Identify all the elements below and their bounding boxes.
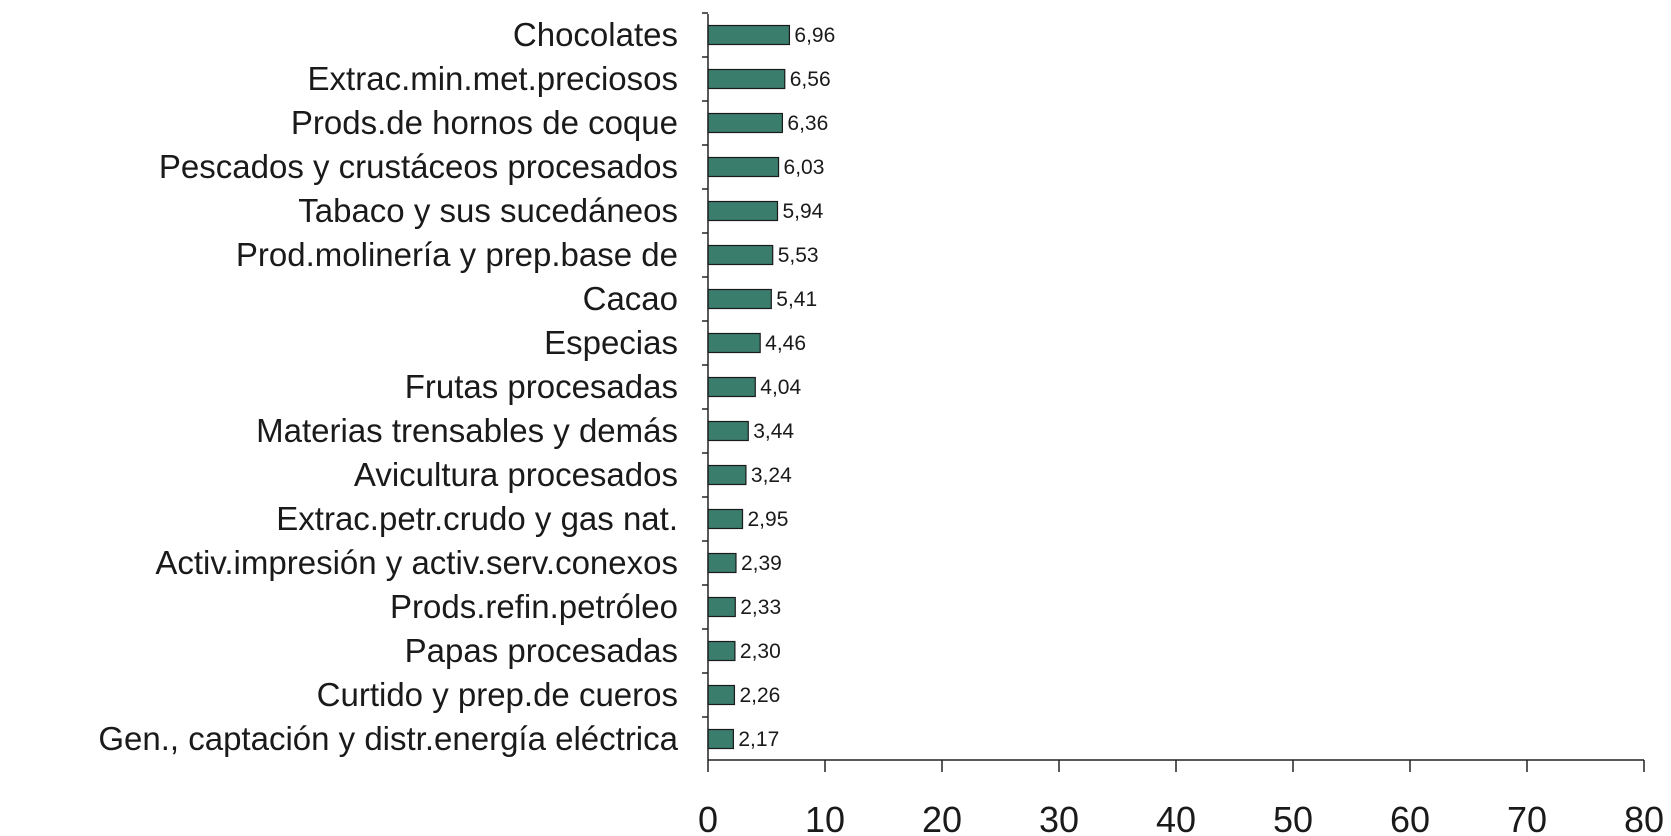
data-label: 4,04 bbox=[760, 376, 801, 399]
bar bbox=[707, 728, 734, 750]
category-label: Materias trensables y demás bbox=[256, 412, 678, 449]
bar bbox=[707, 552, 737, 574]
data-label: 3,24 bbox=[751, 464, 792, 487]
data-label: 5,94 bbox=[782, 200, 823, 223]
category-label: Extrac.petr.crudo y gas nat. bbox=[276, 500, 678, 537]
x-tick-label: 40 bbox=[1156, 799, 1196, 836]
category-label: Avicultura procesados bbox=[354, 456, 678, 493]
bar bbox=[707, 68, 786, 90]
bar bbox=[707, 24, 791, 46]
x-tick-label: 0 bbox=[698, 799, 718, 836]
category-label: Extrac.min.met.preciosos bbox=[308, 60, 678, 97]
category-label: Cacao bbox=[583, 280, 678, 317]
category-labels: Chocolates Extrac.min.met.preciosos Prods.… bbox=[98, 16, 678, 757]
axes: 0 10 20 30 40 50 60 70 80 bbox=[698, 12, 1664, 836]
category-label: Frutas procesadas bbox=[405, 368, 678, 405]
bar bbox=[707, 464, 747, 486]
data-label: 6,96 bbox=[794, 24, 835, 47]
bar bbox=[707, 508, 744, 530]
data-label: 2,33 bbox=[740, 596, 781, 619]
value-labels: 6,96 6,56 6,36 6,03 5,94 5,53 5,41 4,46 4,04 3,44… bbox=[738, 24, 835, 751]
bar bbox=[707, 596, 736, 618]
x-tick-label: 30 bbox=[1039, 799, 1079, 836]
data-label: 3,44 bbox=[753, 420, 794, 443]
bar bbox=[707, 112, 784, 134]
data-label: 6,56 bbox=[790, 68, 831, 91]
x-tick-label: 50 bbox=[1273, 799, 1313, 836]
data-label: 2,26 bbox=[739, 684, 780, 707]
x-tick-label: 60 bbox=[1390, 799, 1430, 836]
category-label: Tabaco y sus sucedáneos bbox=[298, 192, 678, 229]
category-label: Chocolates bbox=[513, 16, 678, 53]
x-tick-label: 70 bbox=[1507, 799, 1547, 836]
category-label: Prods.refin.petróleo bbox=[390, 588, 678, 625]
category-label: Activ.impresión y activ.serv.conexos bbox=[155, 544, 678, 581]
data-label: 4,46 bbox=[765, 332, 806, 355]
x-tick-label: 80 bbox=[1624, 799, 1664, 836]
category-label: Especias bbox=[544, 324, 678, 361]
category-label: Prod.molinería y prep.base de bbox=[236, 236, 678, 273]
bar bbox=[707, 288, 772, 310]
bar bbox=[707, 156, 780, 178]
category-label: Curtido y prep.de cueros bbox=[317, 676, 678, 713]
category-label: Prods.de hornos de coque bbox=[291, 104, 678, 141]
bar bbox=[707, 684, 736, 706]
x-tick-label: 10 bbox=[805, 799, 845, 836]
bar bbox=[707, 640, 736, 662]
data-label: 6,03 bbox=[784, 156, 825, 179]
data-label: 2,95 bbox=[748, 508, 789, 531]
category-label: Papas procesadas bbox=[405, 632, 678, 669]
data-label: 2,30 bbox=[740, 640, 781, 663]
bar bbox=[707, 244, 774, 266]
data-label: 2,39 bbox=[741, 552, 782, 575]
category-label: Gen., captación y distr.energía eléctric… bbox=[98, 720, 678, 757]
data-label: 2,17 bbox=[738, 728, 779, 751]
bar bbox=[707, 332, 761, 354]
bar bbox=[707, 420, 749, 442]
data-label: 5,53 bbox=[778, 244, 819, 267]
data-label: 5,41 bbox=[776, 288, 817, 311]
bar bbox=[707, 200, 779, 222]
bar bbox=[707, 376, 756, 398]
x-tick-label: 20 bbox=[922, 799, 962, 836]
category-label: Pescados y crustáceos procesados bbox=[159, 148, 678, 185]
data-label: 6,36 bbox=[787, 112, 828, 135]
